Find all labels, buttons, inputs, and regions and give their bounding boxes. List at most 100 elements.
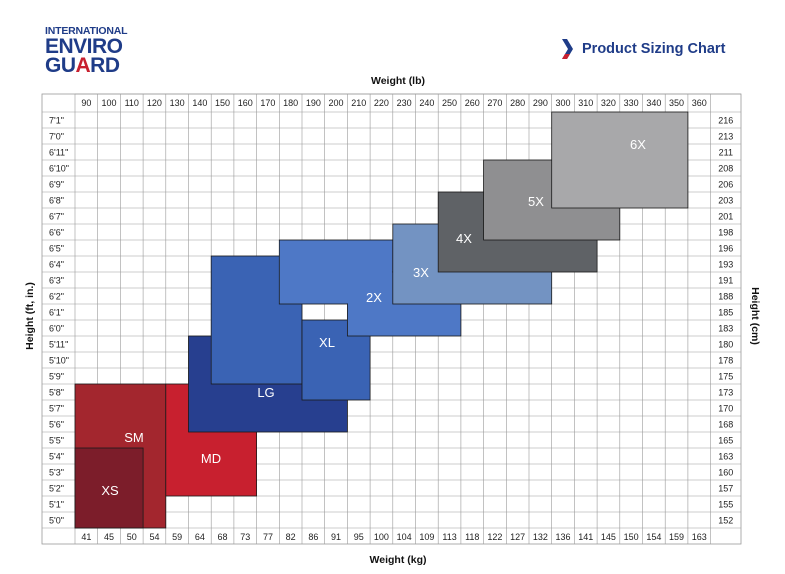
- size-label-lg: LG: [257, 385, 274, 400]
- height-cm-label: 211: [719, 148, 733, 158]
- size-label-md: MD: [201, 451, 221, 466]
- weight-lb-label: 120: [147, 98, 162, 108]
- weight-kg-label: 159: [669, 532, 684, 542]
- height-cm-label: 203: [718, 196, 733, 206]
- weight-kg-label: 132: [533, 532, 548, 542]
- weight-kg-label: 154: [646, 532, 661, 542]
- x-axis-title-bottom: Weight (kg): [370, 554, 427, 566]
- height-cm-label: 198: [718, 228, 733, 238]
- y-axis-title-right: Height (cm): [749, 287, 761, 345]
- size-region-6x: [551, 111, 689, 209]
- height-ft-label: 6'11": [49, 148, 68, 158]
- height-cm-label: 201: [718, 212, 733, 222]
- weight-kg-label: 59: [172, 532, 182, 542]
- weight-kg-label: 122: [487, 532, 502, 542]
- chevron-right-icon: [562, 39, 573, 59]
- height-ft-label: 6'5": [49, 244, 64, 254]
- weight-kg-label: 136: [556, 532, 571, 542]
- weight-lb-label: 160: [238, 98, 253, 108]
- height-ft-label: 5'4": [49, 452, 64, 462]
- height-ft-label: 6'2": [49, 292, 64, 302]
- axis-labels: SM XS MD LG XL 2X 3X 4X 5X 6X 90 100 110 120 130 140 150…: [49, 98, 733, 542]
- chart-title: Product Sizing Chart: [582, 41, 726, 57]
- y-axis-title-left: Height (ft, in.): [24, 282, 36, 350]
- weight-lb-label: 270: [487, 98, 502, 108]
- height-cm-label: 216: [718, 116, 733, 126]
- height-cm-label: 157: [718, 484, 733, 494]
- weight-lb-label: 200: [329, 98, 344, 108]
- weight-lb-label: 240: [419, 98, 434, 108]
- page-title: Product Sizing Chart: [560, 38, 725, 60]
- height-cm-label: 173: [718, 388, 733, 398]
- height-cm-label: 193: [718, 260, 733, 270]
- weight-lb-label: 130: [170, 98, 185, 108]
- weight-lb-label: 180: [283, 98, 298, 108]
- weight-lb-label: 260: [465, 98, 480, 108]
- height-ft-label: 5'5": [49, 436, 64, 446]
- height-ft-label: 5'3": [49, 468, 64, 478]
- size-region-xs: [74, 447, 144, 529]
- height-cm-label: 155: [718, 500, 733, 510]
- height-ft-label: 6'9": [49, 180, 64, 190]
- size-label-2x: 2X: [366, 290, 382, 305]
- weight-kg-label: 113: [442, 532, 456, 542]
- weight-lb-label: 220: [374, 98, 389, 108]
- weight-lb-label: 300: [556, 98, 571, 108]
- weight-lb-label: 280: [510, 98, 525, 108]
- height-cm-label: 206: [718, 180, 733, 190]
- size-label-5x: 5X: [528, 194, 544, 209]
- x-axis-title-top: Weight (lb): [371, 75, 425, 87]
- logo-line-3-text: GUARD: [45, 54, 120, 77]
- height-ft-label: 5'1": [49, 500, 64, 510]
- weight-lb-label: 320: [601, 98, 616, 108]
- weight-kg-label: 145: [601, 532, 616, 542]
- logo-line-2: ENVIRO: [45, 35, 123, 58]
- height-cm-label: 163: [718, 452, 733, 462]
- logo-accent-letter: A: [75, 54, 91, 77]
- height-ft-label: 5'9": [49, 372, 64, 382]
- height-ft-label: 6'6": [49, 228, 64, 238]
- weight-lb-label: 100: [102, 98, 117, 108]
- weight-kg-label: 104: [397, 532, 412, 542]
- weight-lb-label: 310: [578, 98, 593, 108]
- weight-kg-label: 50: [127, 532, 137, 542]
- height-ft-label: 6'10": [49, 164, 69, 174]
- weight-kg-label: 91: [331, 532, 341, 542]
- weight-lb-label: 110: [125, 98, 139, 108]
- size-block: [551, 111, 689, 209]
- height-cm-label: 168: [718, 420, 733, 430]
- weight-lb-label: 330: [624, 98, 639, 108]
- height-cm-label: 180: [718, 340, 733, 350]
- weight-lb-label: 210: [351, 98, 366, 108]
- height-ft-label: 7'1": [49, 116, 64, 126]
- weight-kg-label: 86: [308, 532, 318, 542]
- weight-kg-label: 82: [286, 532, 296, 542]
- weight-kg-label: 73: [240, 532, 250, 542]
- height-ft-label: 5'2": [49, 484, 64, 494]
- height-cm-label: 160: [718, 468, 733, 478]
- logo-line-3: GUARD: [45, 54, 155, 77]
- height-cm-label: 178: [718, 356, 733, 366]
- weight-kg-label: 100: [374, 532, 389, 542]
- logo-line-1: INTERNATIONAL: [45, 25, 128, 37]
- height-ft-label: 5'0": [49, 516, 64, 526]
- height-ft-label: 6'3": [49, 276, 64, 286]
- height-ft-label: 6'0": [49, 324, 64, 334]
- weight-kg-label: 118: [465, 532, 479, 542]
- weight-kg-label: 109: [419, 532, 434, 542]
- weight-lb-label: 340: [646, 98, 661, 108]
- height-ft-label: 7'0": [49, 132, 64, 142]
- weight-kg-label: 127: [510, 532, 525, 542]
- weight-kg-label: 41: [81, 532, 91, 542]
- weight-lb-label: 190: [306, 98, 321, 108]
- weight-lb-label: 230: [397, 98, 412, 108]
- height-ft-label: 6'7": [49, 212, 64, 222]
- weight-kg-label: 45: [104, 532, 114, 542]
- height-ft-label: 6'8": [49, 196, 64, 206]
- size-label-4x: 4X: [456, 231, 472, 246]
- weight-lb-label: 350: [669, 98, 684, 108]
- size-label-6x: 6X: [630, 137, 646, 152]
- height-cm-label: 183: [718, 324, 733, 334]
- size-label-sm: SM: [124, 430, 144, 445]
